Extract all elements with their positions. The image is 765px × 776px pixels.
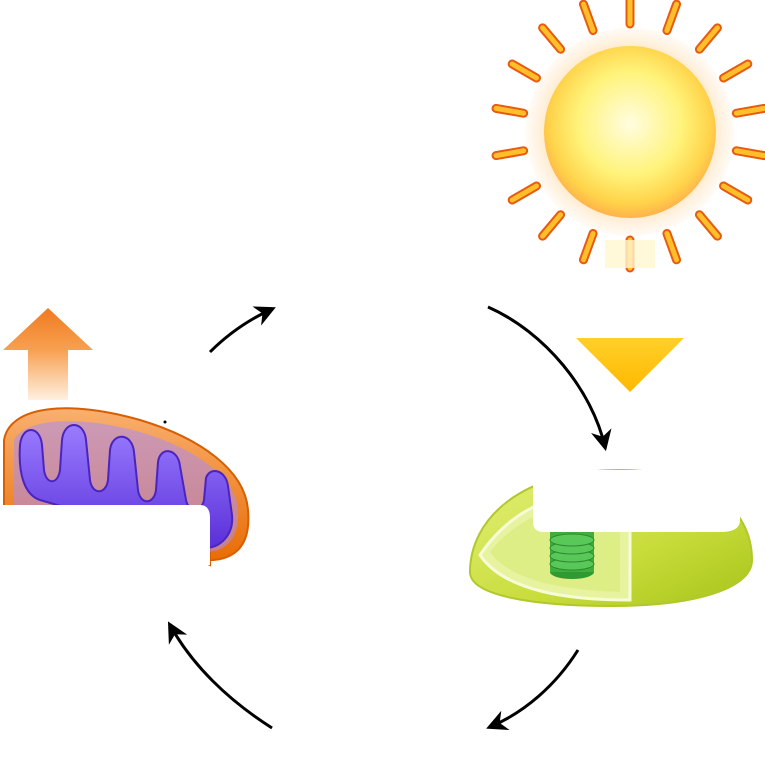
cycle-arrow-bottom-left (167, 621, 273, 730)
sun-ray-core (696, 212, 720, 239)
cycle-arrow-top-right (487, 305, 612, 452)
sun-ray-core (580, 230, 596, 263)
sun-ray-core (733, 148, 765, 159)
grana-stack (549, 530, 595, 579)
light-down-arrow (576, 338, 684, 392)
sun-icon (491, 0, 765, 273)
sun-ray-core (580, 1, 596, 34)
sun-ray-core (721, 61, 751, 81)
sun-ray-core (540, 212, 564, 239)
sun-ray-core (493, 105, 527, 116)
cycle-arrow-bottom-right (486, 649, 580, 731)
sun-ray-core (509, 61, 539, 81)
sun-ray-core (721, 183, 751, 203)
sun-ray-core (540, 25, 564, 52)
energy-up-arrow (3, 308, 93, 400)
sun-rays (491, 0, 765, 273)
chloroplast-icon (468, 468, 754, 608)
sun-ray-core (493, 148, 527, 159)
mitochondrion-icon (0, 407, 250, 567)
sun-ray-core (509, 183, 539, 203)
sun-ray-core (733, 105, 765, 116)
cycle-arrow-top-left (208, 306, 276, 354)
sun-ray-core (696, 25, 720, 52)
sun-ray-core (664, 1, 680, 34)
sun-ray-core (664, 230, 680, 263)
